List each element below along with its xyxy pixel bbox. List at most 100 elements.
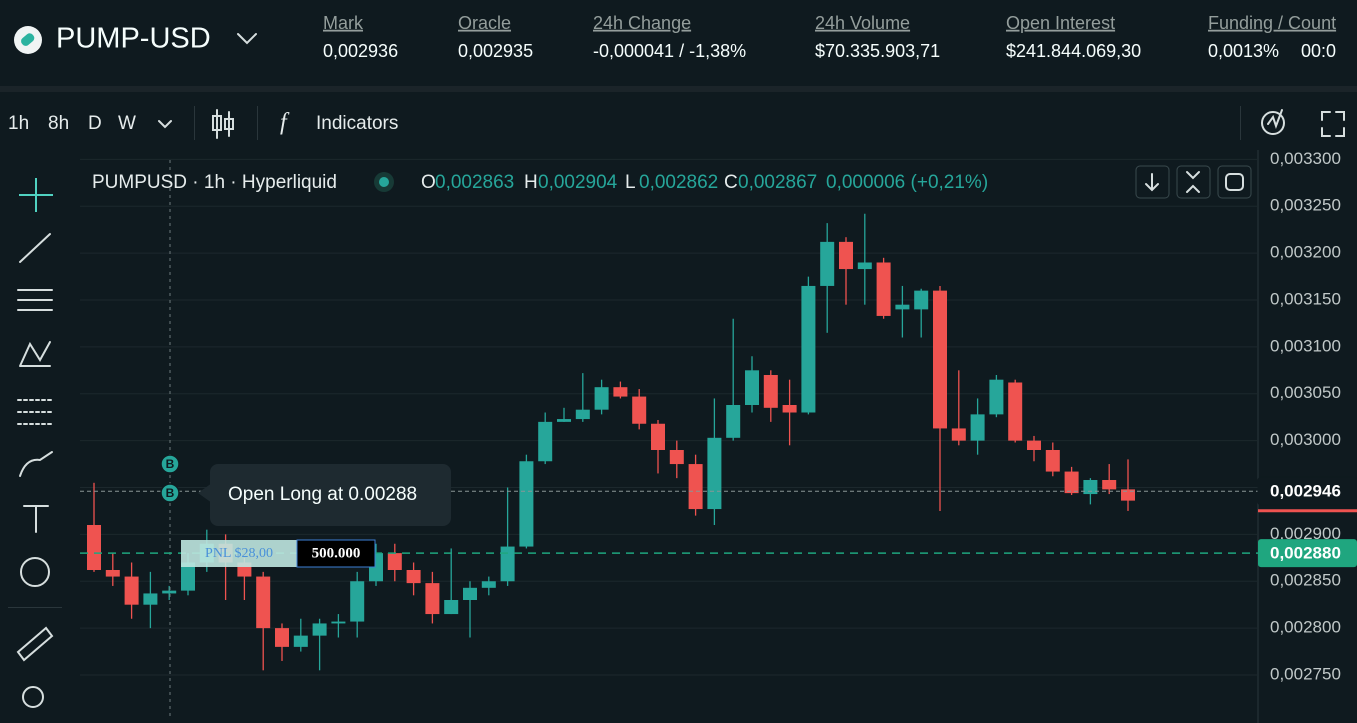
candle-body xyxy=(745,370,759,405)
trade-marker xyxy=(160,483,180,503)
candle-body xyxy=(857,262,872,270)
candle-body xyxy=(463,587,477,600)
position-size[interactable]: 500.000 xyxy=(312,545,361,561)
ohlc-key: L xyxy=(625,172,636,193)
trade-marker-label: B xyxy=(166,486,175,500)
stat-value: $241.844.069,30 xyxy=(1006,41,1141,61)
ohlc-value: 0,002863 xyxy=(435,172,514,193)
text-tool[interactable] xyxy=(23,505,49,533)
ohlc-key: C xyxy=(724,172,738,193)
y-tick-label: 0,002850 xyxy=(1270,571,1341,590)
candle-body xyxy=(312,623,327,636)
stat-label: 24h Change xyxy=(593,13,691,33)
candle-body xyxy=(181,562,195,591)
candle-body xyxy=(444,600,459,615)
scroll-button[interactable] xyxy=(1135,165,1170,199)
position-size-box xyxy=(296,539,376,568)
overlay: 0,002946 0,002880 B B Open Long at 0.00288 PN… xyxy=(80,454,1357,568)
chart-buttons xyxy=(1135,165,1252,199)
candle-body xyxy=(914,290,929,310)
header-divider xyxy=(0,86,1357,92)
interval-dropdown[interactable] xyxy=(158,120,172,129)
position-pnl-box xyxy=(181,540,297,567)
interval[interactable]: W xyxy=(118,113,136,134)
collapse-button[interactable] xyxy=(1176,165,1211,199)
candle-body xyxy=(350,581,365,622)
candle-body xyxy=(575,409,590,420)
stats: Mark 0,002936 Oracle 0,002935 24h Change -0,0… xyxy=(323,13,1336,61)
candle-body xyxy=(632,396,647,424)
candle-body xyxy=(87,525,101,570)
trade-marker xyxy=(160,454,180,474)
drawing-tools xyxy=(8,178,62,708)
emoji-tool[interactable] xyxy=(20,557,50,587)
zoom-tool[interactable] xyxy=(22,686,44,708)
stat-value: -0,000041 / -1,38% xyxy=(593,41,746,61)
brush-tool[interactable] xyxy=(19,451,53,477)
candle-body xyxy=(425,583,440,615)
candle-body xyxy=(669,450,684,465)
separator xyxy=(1240,106,1241,140)
candle-body xyxy=(651,423,665,450)
candle-type-button[interactable] xyxy=(212,109,234,139)
candle-body xyxy=(143,593,158,605)
candle-body xyxy=(707,437,722,510)
price-tag-underline xyxy=(1258,509,1357,513)
position-pnl: PNL $28,00 xyxy=(205,546,273,561)
separator xyxy=(8,607,62,608)
indicators-button[interactable]: Indicators xyxy=(316,113,398,134)
alert-button[interactable] xyxy=(1261,109,1285,135)
candle-body xyxy=(933,290,947,429)
candle-body xyxy=(951,428,966,441)
y-tick-label: 0,003000 xyxy=(1270,430,1341,449)
candle-body xyxy=(726,405,741,438)
stat-value: 0,002935 xyxy=(458,41,533,61)
symbol-dropdown[interactable] xyxy=(237,33,257,45)
candle-body xyxy=(989,379,1004,415)
y-tick-label: 0,003100 xyxy=(1270,336,1341,355)
interval[interactable]: D xyxy=(88,113,102,134)
candle-body xyxy=(124,576,139,605)
trendline-tool[interactable] xyxy=(19,233,51,263)
candle-body xyxy=(1045,450,1060,472)
price-tag xyxy=(1257,476,1357,506)
symbol[interactable]: PUMP-USD xyxy=(56,23,211,55)
y-tick-label: 0,003200 xyxy=(1270,243,1341,262)
interval[interactable]: 1h xyxy=(8,113,29,134)
candle-body xyxy=(1102,480,1117,490)
indicators-icon[interactable]: f xyxy=(280,110,290,136)
candle-body xyxy=(275,628,289,647)
stat-value: 0,002936 xyxy=(323,41,398,61)
crosshair-tool[interactable] xyxy=(19,178,53,212)
ohlc-key: H xyxy=(524,172,538,193)
coin-logo-pill xyxy=(21,33,35,46)
ruler-tool[interactable] xyxy=(16,626,54,662)
ohlc-value: 0,002867 xyxy=(738,172,817,193)
pattern-tool[interactable] xyxy=(19,341,51,367)
candle-body xyxy=(763,375,778,408)
reset-button[interactable] xyxy=(1217,165,1252,199)
stat-label: Funding / Count xyxy=(1208,13,1336,33)
fullscreen-button[interactable] xyxy=(1321,111,1345,137)
price-axis xyxy=(1258,150,1357,723)
projection-tool[interactable] xyxy=(17,399,53,425)
stat-value: 0,0013% xyxy=(1208,41,1279,61)
candle-body xyxy=(782,405,797,413)
ohlc-value: 0,002862 xyxy=(639,172,718,193)
change: 0,000006 (+0,21%) xyxy=(826,172,988,193)
status-dot-core xyxy=(379,177,389,187)
stat-label: 24h Volume xyxy=(815,13,910,33)
ohlc-legend: O 0,002863 H 0,002904 L 0,002862 C 0,002867 xyxy=(421,172,817,193)
candle-body xyxy=(839,241,853,270)
interval[interactable]: 8h xyxy=(48,113,69,134)
candle-body xyxy=(557,419,571,422)
candle-body xyxy=(970,414,985,441)
y-tick-label: 0,002800 xyxy=(1270,618,1341,637)
fib-tool[interactable] xyxy=(17,289,53,311)
separator xyxy=(257,106,258,140)
candle-body xyxy=(538,421,553,462)
candle-body xyxy=(613,387,628,397)
candle-body xyxy=(293,635,308,647)
